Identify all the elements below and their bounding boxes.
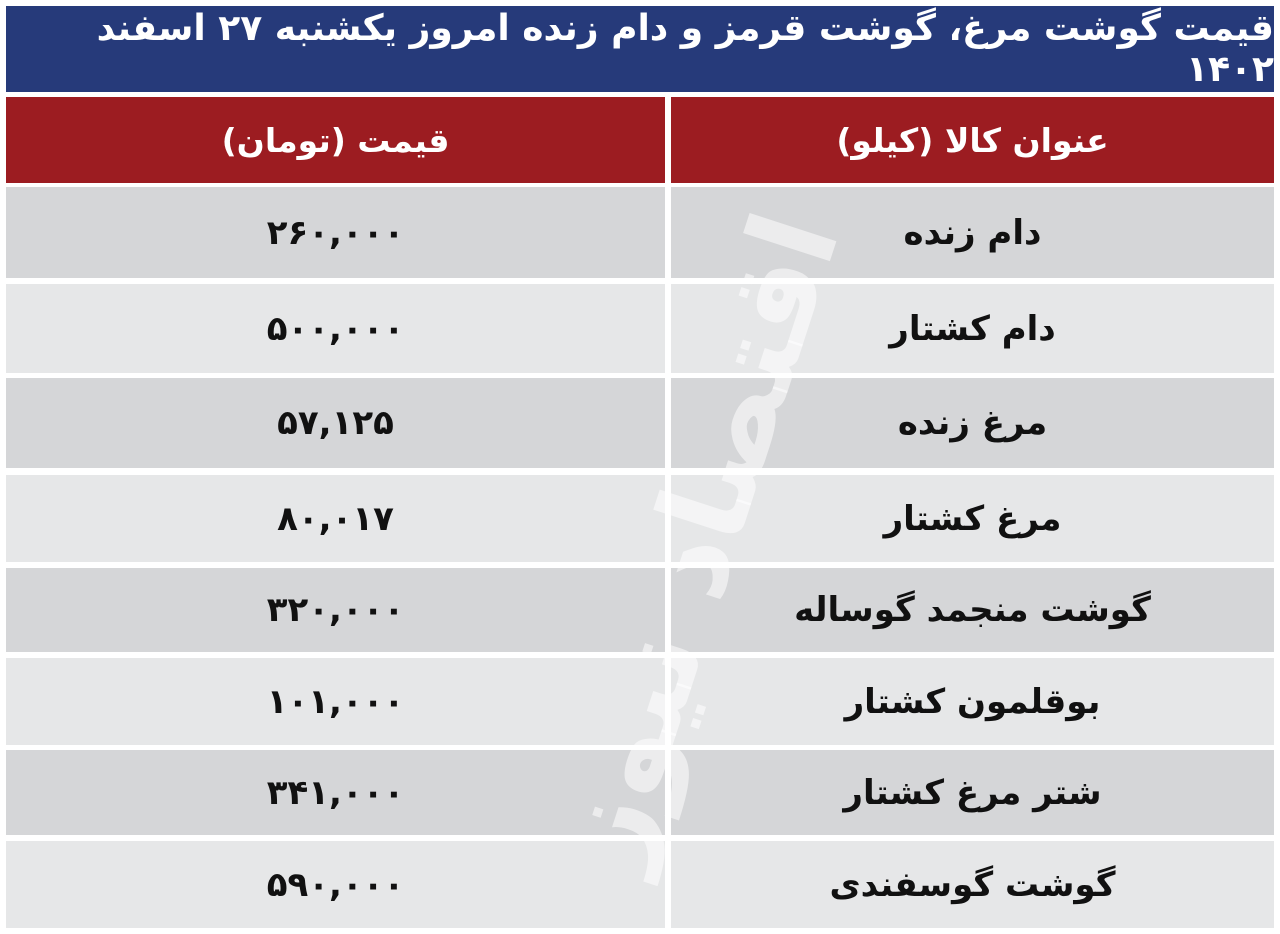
item-name: مرغ زنده bbox=[671, 378, 1274, 468]
item-name: شتر مرغ کشتار bbox=[671, 750, 1274, 835]
table-row: بوقلمون کشتار ۱۰۱,۰۰۰ bbox=[6, 658, 1274, 745]
item-price: ۲۶۰,۰۰۰ bbox=[6, 187, 665, 278]
item-price: ۵۰۰,۰۰۰ bbox=[6, 284, 665, 373]
item-name: مرغ کشتار bbox=[671, 475, 1274, 562]
item-name: دام کشتار bbox=[671, 284, 1274, 373]
item-name: بوقلمون کشتار bbox=[671, 658, 1274, 745]
table-row: مرغ زنده ۵۷,۱۲۵ bbox=[6, 378, 1274, 468]
item-price: ۱۰۱,۰۰۰ bbox=[6, 658, 665, 745]
item-price: ۵۷,۱۲۵ bbox=[6, 378, 665, 468]
header-item: عنوان کالا (کیلو) bbox=[671, 97, 1274, 183]
header-price: قیمت (تومان) bbox=[6, 97, 665, 183]
item-price: ۳۴۱,۰۰۰ bbox=[6, 750, 665, 835]
item-price: ۸۰,۰۱۷ bbox=[6, 475, 665, 562]
table-row: گوشت منجمد گوساله ۳۲۰,۰۰۰ bbox=[6, 568, 1274, 652]
table-header-row: عنوان کالا (کیلو) قیمت (تومان) bbox=[6, 97, 1274, 183]
item-price: ۵۹۰,۰۰۰ bbox=[6, 841, 665, 928]
item-name: دام زنده bbox=[671, 187, 1274, 278]
item-name: گوشت گوسفندی bbox=[671, 841, 1274, 928]
table-row: دام زنده ۲۶۰,۰۰۰ bbox=[6, 187, 1274, 278]
table-row: دام کشتار ۵۰۰,۰۰۰ bbox=[6, 284, 1274, 373]
table-row: مرغ کشتار ۸۰,۰۱۷ bbox=[6, 475, 1274, 562]
table-row: گوشت گوسفندی ۵۹۰,۰۰۰ bbox=[6, 841, 1274, 928]
table-title: قیمت گوشت مرغ، گوشت قرمز و دام زنده امرو… bbox=[6, 6, 1274, 92]
table-row: شتر مرغ کشتار ۳۴۱,۰۰۰ bbox=[6, 750, 1274, 835]
item-name: گوشت منجمد گوساله bbox=[671, 568, 1274, 652]
item-price: ۳۲۰,۰۰۰ bbox=[6, 568, 665, 652]
